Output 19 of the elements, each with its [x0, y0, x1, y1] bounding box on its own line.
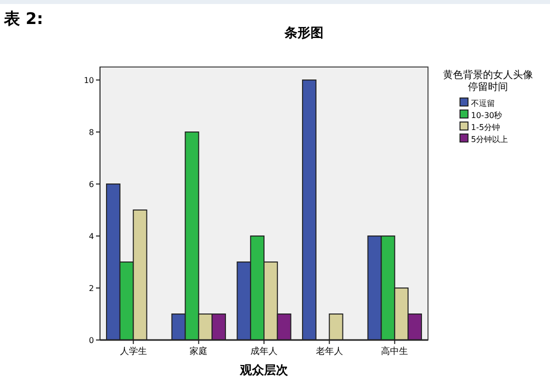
- legend-label: 1-5分钟: [471, 123, 500, 132]
- legend-label: 5分钟以上: [471, 135, 508, 144]
- y-tick-label: 0: [88, 336, 94, 345]
- y-tick-label: 10: [84, 76, 94, 85]
- x-tick-label: 人学生: [120, 346, 147, 357]
- legend-label: 不逗留: [471, 99, 495, 108]
- legend-title: 黄色背景的女人头像停留时间: [443, 69, 533, 93]
- x-tick-label: 成年人: [250, 346, 278, 357]
- legend-label: 10-30秒: [471, 111, 502, 120]
- text: 表 2:: [3, 9, 44, 28]
- y-tick-label: 8: [88, 128, 94, 137]
- x-tick-label: 高中生: [381, 346, 408, 357]
- x-tick-label: 家庭: [190, 346, 208, 357]
- y-tick-label: 6: [88, 180, 94, 189]
- x-axis-title: 观众层次: [239, 363, 289, 377]
- y-tick-label: 4: [88, 232, 94, 241]
- x-tick-label: 老年人: [316, 346, 343, 357]
- y-tick-label: 2: [88, 284, 94, 293]
- chart-title: 条形图: [284, 26, 324, 41]
